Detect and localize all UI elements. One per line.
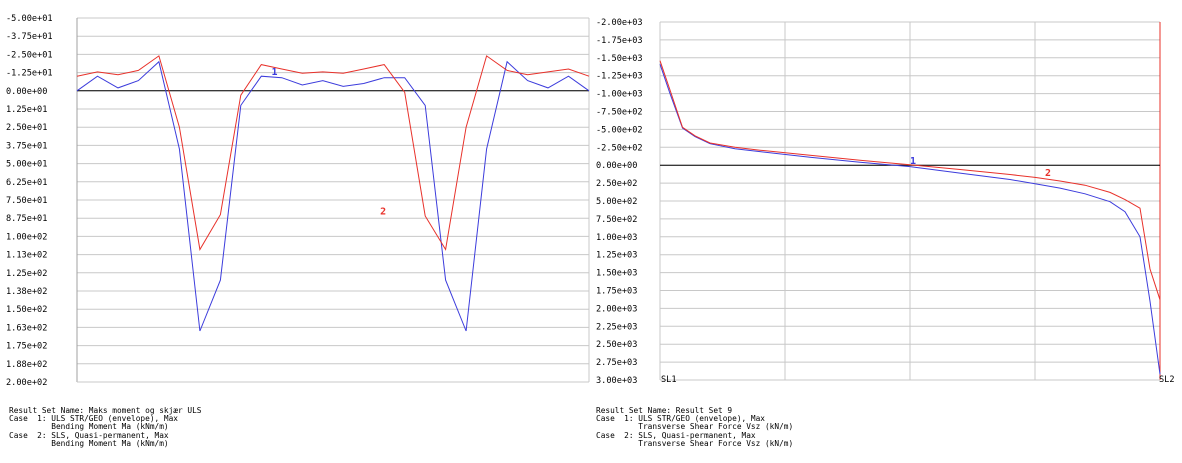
y-tick-label: -2.50e+02 <box>596 143 643 153</box>
shear-force-panel: -2.00e+03 -1.75e+03 -1.50e+03 -1.25e+03 -1.0… <box>592 0 1182 463</box>
y-tick-label: -2.50e+01 <box>6 50 53 60</box>
y-tick-label: -2.00e+03 <box>596 18 643 28</box>
y-tick-label: 1.38e+02 <box>6 287 47 297</box>
y-tick-label: 1.00e+03 <box>596 233 637 243</box>
x-label-end: SL2 <box>1159 375 1175 385</box>
y-tick-label: -3.75e+01 <box>6 32 53 42</box>
info-line: Case 1: ULS STR/GEO (envelope), Max <box>9 414 178 424</box>
bending-moment-panel: -5.00e+01 -3.75e+01 -2.50e+01 -1.25e+01 0.00… <box>6 14 590 448</box>
y-tick-label: 2.25e+03 <box>596 322 637 332</box>
y-tick-label: 2.50e+03 <box>596 340 637 350</box>
info-line: Result Set Name: Result Set 9 <box>596 406 733 415</box>
series-label-1: 1 <box>910 156 916 167</box>
y-tick-label: 2.50e+02 <box>596 179 637 189</box>
y-tick-label: 5.00e+02 <box>596 197 637 207</box>
y-tick-label: 2.75e+03 <box>596 358 637 368</box>
y-tick-label: -7.50e+02 <box>596 108 643 118</box>
info-line: Case 1: ULS STR/GEO (envelope), Max <box>596 414 765 424</box>
y-tick-label: 1.50e+02 <box>6 305 47 315</box>
y-tick-label: 1.25e+03 <box>596 251 637 261</box>
y-tick-label: 1.75e+03 <box>596 287 637 297</box>
y-tick-label: 1.50e+03 <box>596 269 637 279</box>
y-tick-label: 2.00e+02 <box>6 378 47 388</box>
info-line: Result Set Name: Maks moment og skjær UL… <box>9 406 202 415</box>
y-tick-label: 1.75e+02 <box>6 342 47 352</box>
y-tick-label: -1.25e+01 <box>6 69 53 79</box>
y-tick-label: 1.25e+01 <box>6 105 47 115</box>
y-tick-label: -1.75e+03 <box>596 36 643 46</box>
bending-moment-info: Result Set Name: Maks moment og skjær UL… <box>9 406 202 448</box>
series-label-2: 2 <box>380 207 386 218</box>
y-tick-label: 1.25e+02 <box>6 269 47 279</box>
shear-force-chart: -2.00e+03 -1.75e+03 -1.50e+03 -1.25e+03 -1.0… <box>596 18 1175 386</box>
y-tick-label: 6.25e+01 <box>6 178 47 188</box>
y-tick-label: 0.00e+00 <box>596 161 637 171</box>
shear-force-info: Result Set Name: Result Set 9 Case 1: UL… <box>596 406 794 448</box>
y-tick-label: 5.00e+01 <box>6 160 47 170</box>
y-tick-label: -5.00e+02 <box>596 125 643 135</box>
info-line: Transverse Shear Force Vsz (kN/m) <box>596 438 794 448</box>
y-tick-label: 7.50e+01 <box>6 196 47 206</box>
y-tick-label: 1.13e+02 <box>6 251 47 261</box>
series-label-2: 2 <box>1045 168 1051 179</box>
info-line: Bending Moment Ma (kNm/m) <box>9 422 169 432</box>
y-tick-label: 7.50e+02 <box>596 215 637 225</box>
y-tick-label: 1.00e+02 <box>6 232 47 242</box>
y-tick-label: 1.63e+02 <box>6 323 47 333</box>
y-tick-label: -1.00e+03 <box>596 90 643 100</box>
info-line: Case 2: SLS, Quasi-permanent, Max <box>596 430 756 440</box>
info-line: Case 2: SLS, Quasi-permanent, Max <box>9 430 169 440</box>
info-line: Transverse Shear Force Vsz (kN/m) <box>596 422 794 432</box>
series-label-1: 1 <box>272 67 278 78</box>
y-tick-label: 0.00e+00 <box>6 87 47 97</box>
info-line: Bending Moment Ma (kNm/m) <box>9 438 169 448</box>
bending-moment-chart: -5.00e+01 -3.75e+01 -2.50e+01 -1.25e+01 0.00… <box>6 14 590 388</box>
y-tick-label: 1.88e+02 <box>6 360 47 370</box>
y-tick-label: -5.00e+01 <box>6 14 53 24</box>
y-tick-label: 2.00e+03 <box>596 304 637 314</box>
y-tick-label: 3.75e+01 <box>6 141 47 151</box>
y-tick-label: 3.00e+03 <box>596 376 637 386</box>
y-tick-label: 2.50e+01 <box>6 123 47 133</box>
series-1-line <box>659 64 1161 375</box>
series-1-line <box>76 60 590 332</box>
y-tick-label: -1.25e+03 <box>596 72 643 82</box>
y-tick-label: 8.75e+01 <box>6 214 47 224</box>
series-2-line <box>659 60 1161 300</box>
y-tick-label: -1.50e+03 <box>596 54 643 64</box>
x-label-start: SL1 <box>661 375 677 385</box>
series-2-line <box>76 55 590 251</box>
